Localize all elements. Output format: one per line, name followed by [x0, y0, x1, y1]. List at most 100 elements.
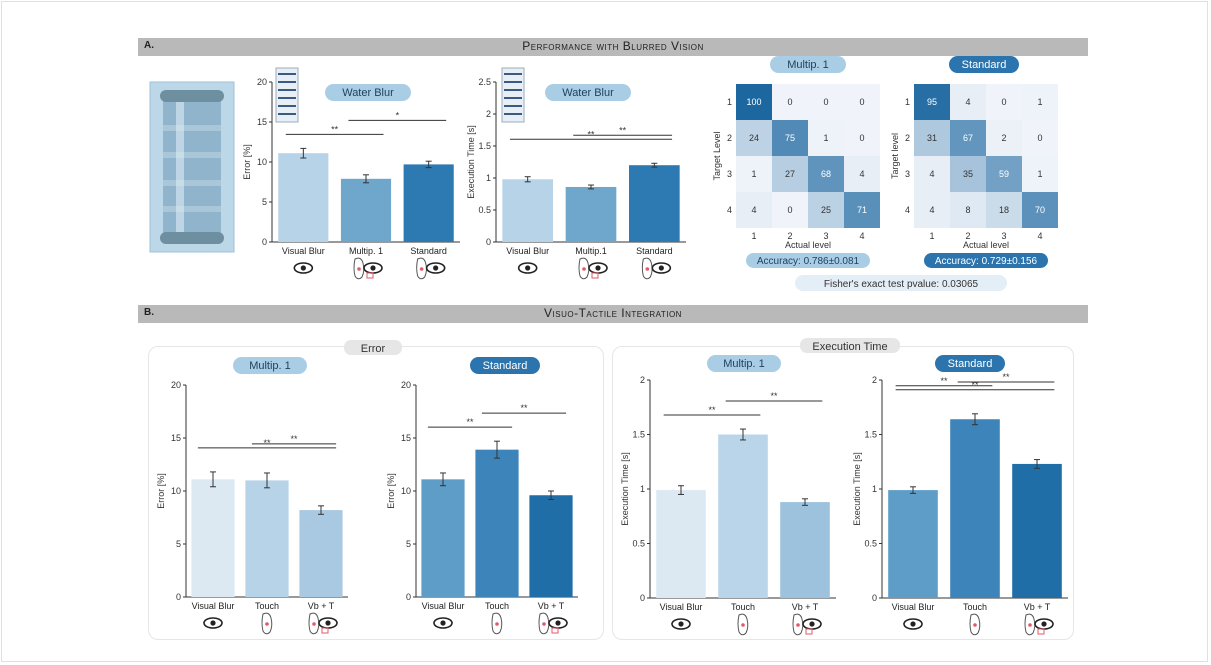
chart-title-pill: [770, 56, 846, 73]
bar: [421, 479, 465, 597]
y-tick-label: 0: [486, 237, 491, 247]
eye-pupil: [370, 265, 376, 271]
heatmap-cell: [1022, 156, 1058, 192]
heatmap-x-tick: 4: [1037, 231, 1042, 241]
bar: [245, 480, 289, 597]
bar: [718, 434, 768, 598]
bar: [529, 495, 573, 597]
heatmap-cell: [844, 192, 880, 228]
x-tick-label: Vb + T: [308, 601, 335, 611]
y-tick-label: 1.5: [632, 430, 645, 440]
heatmap-cell: [808, 84, 844, 120]
heatmap-value: 100: [746, 97, 761, 107]
significance-label: **: [466, 417, 474, 427]
heatmap-y-tick: 3: [905, 169, 910, 179]
section-b-letter: B.: [144, 307, 154, 318]
x-tick-label: Touch: [731, 602, 755, 612]
heatmap-cell: [986, 192, 1022, 228]
x-tick-label: Visual Blur: [892, 602, 935, 612]
y-axis-label: Execution Time [s]: [466, 125, 476, 199]
heatmap-x-tick: 3: [823, 231, 828, 241]
y-tick-label: 1.5: [864, 430, 877, 440]
heatmap-cell: [1022, 120, 1058, 156]
bar: [888, 490, 938, 598]
eye-pupil: [433, 265, 439, 271]
x-tick-label: Touch: [963, 602, 987, 612]
heatmap-value: 95: [927, 97, 937, 107]
section-b-header: B. Visuo-Tactile Integration: [138, 305, 1088, 323]
heatmap-cell: [844, 156, 880, 192]
chart-title: Standard: [948, 358, 993, 370]
y-tick-label: 5: [262, 197, 267, 207]
eye-pupil: [525, 265, 531, 271]
heatmap-value: 4: [929, 205, 934, 215]
bar: [191, 479, 235, 597]
bar: [340, 178, 392, 242]
execution-time-group-label: Execution Time: [812, 341, 887, 353]
accuracy-label: Accuracy: 0.786±0.081: [757, 256, 860, 267]
heatmap-value: 4: [965, 97, 970, 107]
chart-title-pill: [949, 56, 1019, 73]
heatmap-cell: [808, 192, 844, 228]
heatmap-y-tick: 1: [727, 97, 732, 107]
heatmap-value: 71: [857, 205, 867, 215]
heatmap-y-tick: 1: [905, 97, 910, 107]
heatmap-value: 0: [787, 97, 792, 107]
bar: [278, 153, 329, 242]
heatmap-y-label: Target Level: [712, 131, 722, 180]
heatmap-cell: [772, 192, 808, 228]
y-tick-label: 20: [171, 380, 181, 390]
sensor-icon: [366, 272, 374, 279]
y-tick-label: 5: [176, 539, 181, 549]
heatmap-y-label: Target level: [890, 133, 900, 179]
heatmap-cell: [736, 192, 772, 228]
eye-pupil: [910, 621, 916, 627]
x-tick-label: Vb + T: [538, 601, 565, 611]
x-tick-label: Vb + T: [1024, 602, 1051, 612]
eye-pupil: [210, 620, 216, 626]
y-tick-label: 0.5: [632, 539, 645, 549]
heatmap-cell: [736, 156, 772, 192]
heatmap-value: 75: [785, 133, 795, 143]
y-tick-label: 5: [406, 539, 411, 549]
heatmap-cell: [844, 84, 880, 120]
heatmap-x-tick: 2: [787, 231, 792, 241]
foot-marker: [741, 623, 745, 627]
bar: [403, 164, 454, 242]
y-tick-label: 0.5: [478, 205, 491, 215]
error-group-label: Error: [361, 343, 386, 355]
foot-marker: [582, 267, 586, 271]
foot-marker: [645, 267, 650, 271]
heatmap-value: 0: [823, 97, 828, 107]
y-tick-label: 2: [486, 109, 491, 119]
bar: [475, 449, 519, 597]
heatmap-y-tick: 4: [905, 205, 910, 215]
accuracy-pill: [746, 253, 870, 268]
section-a-title: Performance with Blurred Vision: [522, 39, 704, 53]
y-tick-label: 0: [872, 593, 877, 603]
y-tick-label: 15: [257, 117, 267, 127]
x-tick-label: Standard: [636, 246, 673, 256]
heatmap-cell: [736, 84, 772, 120]
execution-time-group-pill: [800, 338, 900, 353]
eye-pupil: [678, 621, 684, 627]
x-tick-label: Visual Blur: [192, 601, 235, 611]
fisher-test-label: Fisher's exact test pvalue: 0.03065: [824, 279, 979, 290]
foot-marker: [265, 622, 269, 626]
heatmap-cell: [914, 192, 950, 228]
foot-marker: [312, 622, 316, 626]
chart-title: Water Blur: [562, 87, 614, 99]
heatmap-value: 27: [785, 169, 795, 179]
y-tick-label: 1: [486, 173, 491, 183]
sensor-icon: [591, 272, 599, 279]
foot-marker: [973, 623, 977, 627]
heatmap-value: 1: [751, 169, 756, 179]
y-tick-label: 0: [640, 593, 645, 603]
x-tick-label: Standard: [410, 246, 447, 256]
heatmap-y-tick: 4: [727, 205, 732, 215]
sensor-icon: [1037, 628, 1045, 635]
section-a-header: A. Performance with Blurred Vision: [138, 38, 1088, 56]
